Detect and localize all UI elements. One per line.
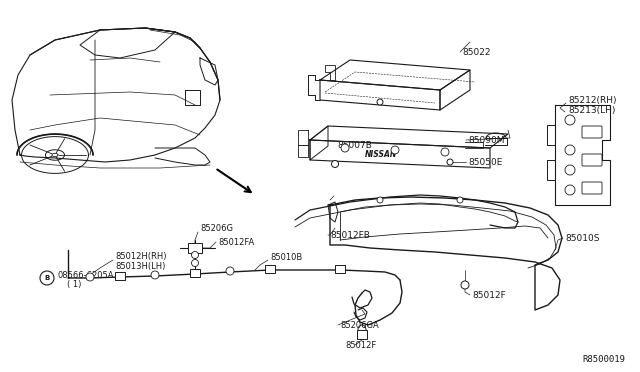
Circle shape [40,271,54,285]
Circle shape [191,260,198,266]
Polygon shape [298,130,308,145]
Polygon shape [80,28,175,58]
Text: 85012FB: 85012FB [330,231,370,240]
Text: 85007B: 85007B [337,141,372,150]
Polygon shape [298,145,308,157]
Text: 85213(LH): 85213(LH) [568,106,616,115]
Text: 85013H(LH): 85013H(LH) [115,262,165,270]
Bar [188,243,202,253]
Circle shape [461,281,469,289]
Polygon shape [320,60,470,90]
Text: 85206G: 85206G [200,224,233,232]
Circle shape [447,159,453,165]
Polygon shape [200,58,218,85]
Text: B: B [44,275,50,281]
Text: 85012H(RH): 85012H(RH) [115,251,166,260]
Text: 85010B: 85010B [270,253,302,262]
Text: R8500019: R8500019 [582,356,625,365]
Circle shape [565,145,575,155]
Bar [357,330,367,339]
Circle shape [457,197,463,203]
Polygon shape [330,197,562,310]
Text: 85050E: 85050E [468,157,502,167]
Circle shape [441,148,449,156]
Text: 85012F: 85012F [345,340,376,350]
Text: ( 1): ( 1) [67,280,81,289]
Circle shape [191,251,198,259]
Bar [265,265,275,273]
Text: 85022: 85022 [462,48,490,57]
Circle shape [565,185,575,195]
Bar [335,265,345,273]
Text: NISSAN: NISSAN [365,150,397,158]
Polygon shape [440,70,470,110]
Bar [190,269,200,277]
Circle shape [332,160,339,167]
Circle shape [377,197,383,203]
Bar [115,272,125,280]
Polygon shape [310,126,328,160]
FancyBboxPatch shape [582,154,602,166]
Polygon shape [310,126,508,148]
Text: 85212(RH): 85212(RH) [568,96,616,105]
Polygon shape [310,140,490,168]
FancyBboxPatch shape [582,126,602,138]
Text: 85090M: 85090M [468,135,504,144]
Text: 85010S: 85010S [565,234,600,243]
Text: 85206GA: 85206GA [340,321,379,330]
Circle shape [565,115,575,125]
Polygon shape [12,28,220,162]
Circle shape [391,146,399,154]
Text: 85012F: 85012F [472,291,506,299]
Text: 08566-6205A: 08566-6205A [57,270,113,279]
Polygon shape [555,105,610,205]
Circle shape [151,271,159,279]
Circle shape [377,99,383,105]
Circle shape [86,273,94,281]
Circle shape [565,165,575,175]
Circle shape [341,144,349,152]
Circle shape [226,267,234,275]
Polygon shape [320,80,440,110]
Polygon shape [185,90,200,105]
Text: 85012FA: 85012FA [218,237,254,247]
FancyBboxPatch shape [582,182,602,194]
